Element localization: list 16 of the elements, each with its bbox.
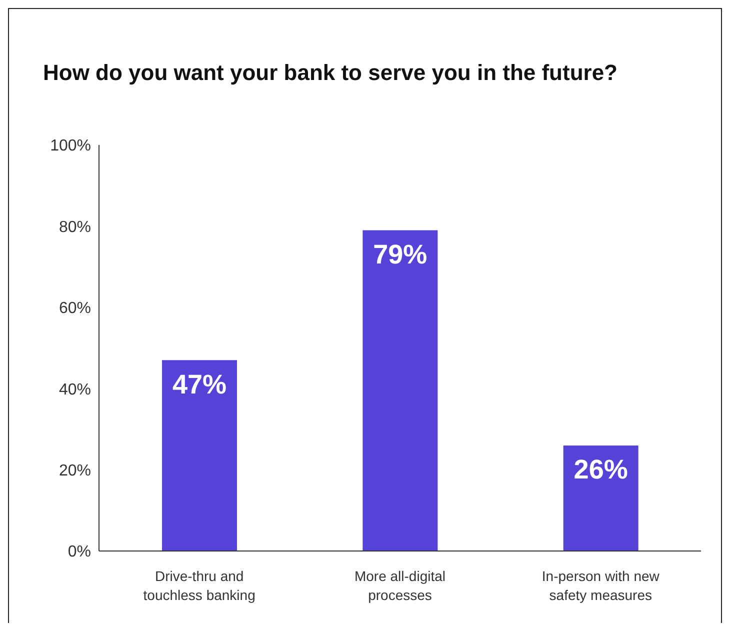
bar (162, 360, 237, 551)
data-label: 26% (574, 454, 628, 485)
chart-title: How do you want your bank to serve you in the future? (43, 60, 618, 86)
y-tick-label: 100% (50, 138, 91, 155)
y-tick-label: 40% (58, 381, 91, 398)
y-tick-label: 80% (58, 218, 91, 236)
data-label: 79% (373, 239, 428, 270)
data-label: 47% (172, 369, 227, 400)
x-tick-label: Drive-thru and touchless banking (143, 568, 256, 603)
bar (362, 230, 438, 551)
bar (563, 445, 638, 551)
x-tick-label: In-person with new safety measures (542, 568, 660, 603)
y-tick-label: 0% (68, 544, 91, 561)
y-tick-label: 60% (58, 300, 91, 318)
y-tick-label: 20% (58, 462, 91, 480)
x-tick-label: More all-digital processes (354, 568, 446, 603)
